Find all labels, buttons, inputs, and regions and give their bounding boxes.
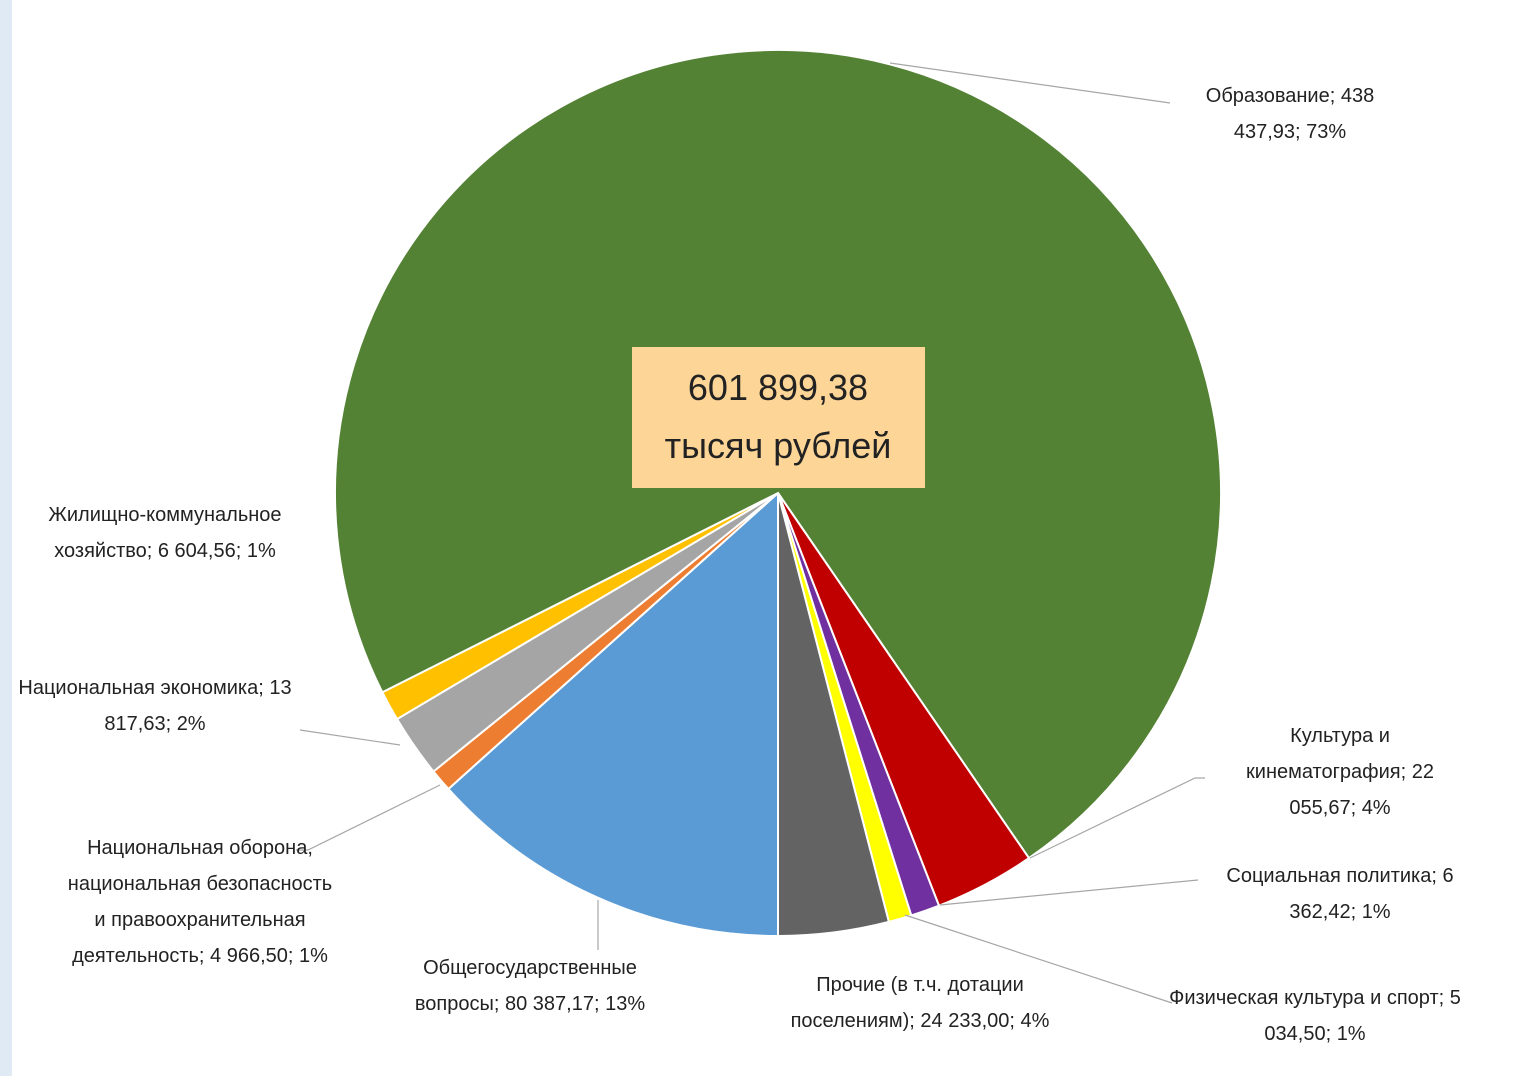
data-label: Прочие (в т.ч. дотации поселениям); 24 2… — [775, 967, 1065, 1039]
label-part: 22 055,67 — [1289, 761, 1434, 819]
label-part: 80 387,17 — [504, 993, 594, 1015]
label-part: ; — [146, 540, 158, 562]
leader-line — [299, 729, 401, 746]
leader-line — [904, 914, 1173, 1004]
label-part: ; — [287, 945, 300, 967]
label-part: Национальная экономика — [18, 677, 259, 699]
data-label: Образование; 438 437,93; 73% — [1170, 78, 1410, 150]
slice — [446, 490, 779, 938]
leader-line — [1029, 777, 1205, 859]
slice — [777, 492, 891, 938]
label-part: Национальная оборона, национальная безоп… — [67, 837, 333, 967]
total-box — [632, 347, 925, 488]
label-part: Культура и кинематография — [1246, 725, 1401, 783]
label-part: 6 362,42 — [1289, 865, 1454, 923]
label-part: 1% — [1361, 901, 1391, 923]
data-label: Жилищно-коммунальное хозяйство; 6 604,56… — [15, 497, 315, 569]
chart: 601 899,38 тысяч рублей — [296, 49, 1222, 1004]
label-part: 4% — [1361, 797, 1391, 819]
label-part: ; — [1400, 761, 1412, 783]
label-part: 2% — [176, 713, 206, 735]
label-part: ; — [593, 993, 606, 1015]
total-unit: тысяч рублей — [665, 425, 892, 466]
label-part: ; — [1350, 797, 1362, 819]
label-part: ; — [165, 713, 177, 735]
label-part: ; — [258, 677, 270, 699]
data-label: Национальная экономика; 13 817,63; 2% — [12, 670, 300, 742]
label-part: ; — [1295, 121, 1307, 143]
label-part: Общегосударственные вопросы — [414, 957, 637, 1015]
label-part: ; — [198, 945, 211, 967]
label-part: ; — [493, 993, 505, 1015]
label-part: 1% — [299, 945, 328, 967]
label-part: Жилищно-коммунальное хозяйство — [48, 504, 282, 562]
label-part: 4 966,50 — [210, 945, 288, 967]
label-part: 6 604,56 — [157, 540, 236, 562]
data-label: Физическая культура и спорт; 5 034,50; 1… — [1165, 980, 1465, 1052]
label-part: Образование — [1205, 85, 1330, 107]
leader-line — [889, 62, 1171, 104]
data-label: Национальная оборона, национальная безоп… — [60, 830, 340, 974]
label-part: Прочие (в т.ч. дотации поселениям) — [790, 974, 1024, 1032]
total-value: 601 899,38 — [688, 367, 868, 408]
label-part: ; — [235, 540, 247, 562]
label-part: 73% — [1306, 121, 1347, 143]
label-part: 24 233,00 — [920, 1010, 1010, 1032]
label-part: ; — [1438, 987, 1450, 1009]
chart-panel: 601 899,38 тысяч рублей Общегосударствен… — [12, 0, 1524, 1076]
label-part: 4% — [1020, 1010, 1050, 1032]
label-part: ; — [1325, 1023, 1337, 1045]
slices — [334, 49, 1222, 938]
label-part: 438 437,93 — [1233, 85, 1375, 143]
label-part: Социальная политика — [1226, 865, 1432, 887]
label-part: 1% — [1336, 1023, 1366, 1045]
label-part: ; — [1329, 85, 1341, 107]
label-part: 5 034,50 — [1264, 987, 1461, 1045]
leader-line — [939, 879, 1199, 906]
label-part: 13 817,63 — [104, 677, 292, 735]
leader-line — [296, 784, 441, 851]
label-part: 1% — [246, 540, 276, 562]
label-part: ; — [909, 1010, 921, 1032]
data-label: Общегосударственные вопросы; 80 387,17; … — [380, 950, 680, 1022]
label-part: ; — [1431, 865, 1443, 887]
data-label: Культура и кинематография; 22 055,67; 4% — [1210, 718, 1470, 826]
label-part: ; — [1009, 1010, 1021, 1032]
label-part: ; — [1350, 901, 1362, 923]
label-part: Физическая культура и спорт — [1169, 987, 1439, 1009]
data-label: Социальная политика; 6 362,42; 1% — [1195, 858, 1485, 930]
label-part: 13% — [605, 993, 646, 1015]
